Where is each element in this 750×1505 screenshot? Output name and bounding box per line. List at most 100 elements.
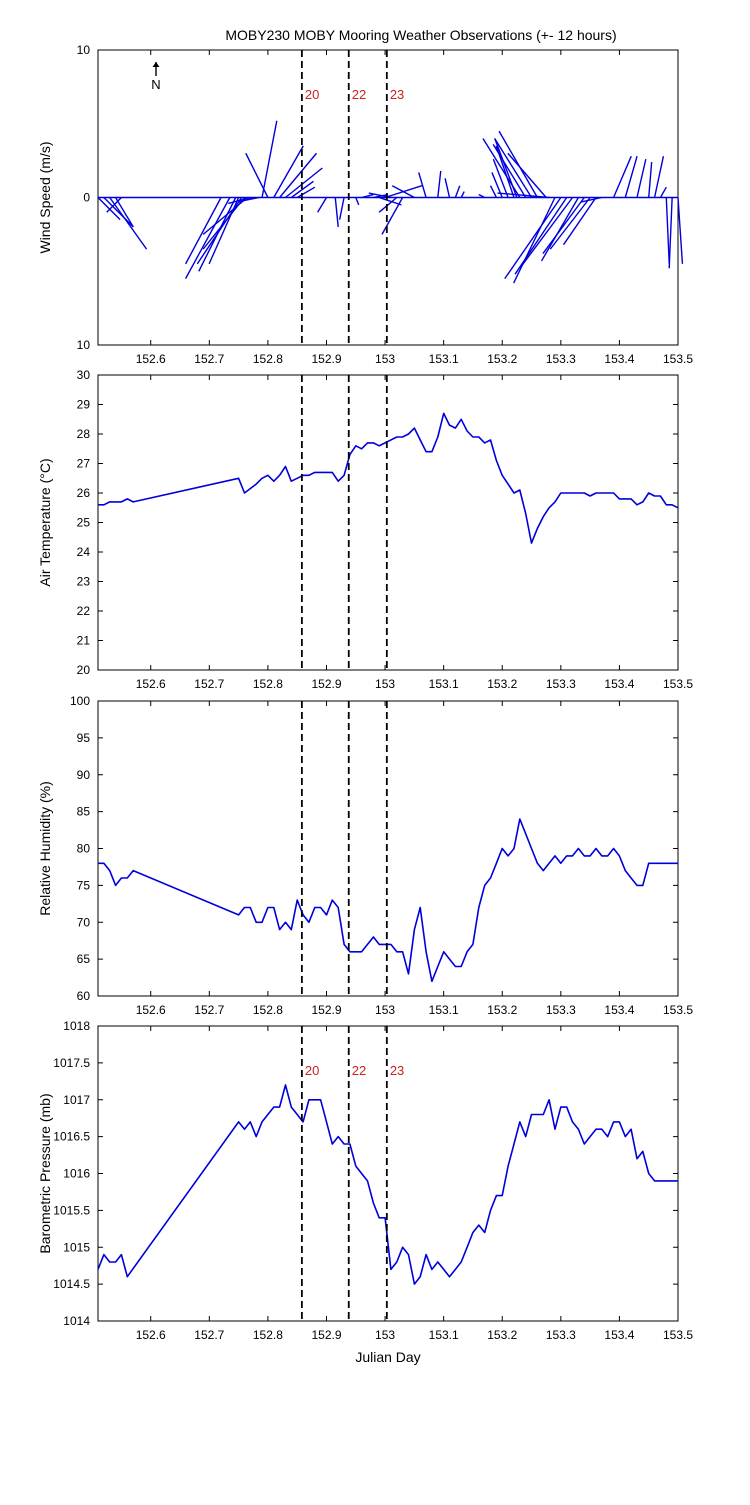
y-tick-label: 24 (77, 545, 91, 559)
wind-vector (624, 156, 638, 198)
y-tick-label: 23 (77, 575, 91, 589)
y-tick-label: 27 (77, 457, 91, 471)
x-tick-label: 153.2 (487, 352, 517, 366)
x-tick-label: 153.5 (663, 1328, 693, 1342)
data-line (98, 412, 679, 544)
y-tick-label: 75 (77, 878, 91, 892)
y-tick-label: 20 (77, 663, 91, 677)
wind-vector (228, 196, 251, 205)
wind-vector (504, 197, 562, 280)
wind-vector (296, 186, 316, 199)
chart-panel-4: 152.6 152.7 152.8 152.9 153 153.1 153.2 153.3 15… (37, 1019, 693, 1342)
wind-vector (636, 158, 647, 198)
chart-panel-3: 152.6 152.7 152.8 152.9 153 153.1 153.2 153.3 15… (37, 694, 693, 1017)
wind-vector (482, 138, 521, 198)
x-tick-label: 153.2 (487, 1328, 517, 1342)
wind-vector (103, 197, 134, 228)
wind-vector (245, 152, 269, 198)
wind-vector (513, 197, 556, 284)
y-tick-label: 1015.5 (53, 1203, 90, 1217)
wind-vector (261, 120, 278, 198)
y-tick-label: 25 (77, 516, 91, 530)
x-tick-label: 152.6 (136, 677, 166, 691)
wind-vector (279, 152, 318, 198)
wind-vector (355, 197, 360, 206)
wind-vector (677, 197, 684, 264)
wind-vector (497, 192, 550, 199)
y-axis-label: Relative Humidity (%) (37, 781, 53, 916)
x-tick-label: 152.9 (311, 1328, 341, 1342)
y-tick-label: 85 (77, 805, 91, 819)
y-tick-label: 22 (77, 604, 91, 618)
wind-vector (444, 178, 451, 198)
wind-vector (391, 185, 415, 199)
x-tick-label: 153.3 (546, 352, 576, 366)
x-tick-label: 152.8 (253, 1003, 283, 1017)
wind-vector (492, 144, 527, 198)
wind-vector (494, 138, 533, 198)
x-tick-label: 152.6 (136, 1003, 166, 1017)
y-tick-label: 80 (77, 842, 91, 856)
wind-vector (378, 196, 402, 206)
x-tick-label: 153.4 (604, 352, 634, 366)
wind-vector (454, 185, 461, 198)
x-tick-label: 152.8 (253, 352, 283, 366)
wind-vector (581, 196, 602, 203)
x-tick-label: 153.1 (429, 1003, 459, 1017)
x-tick-label: 153.4 (604, 677, 634, 691)
y-tick-label: 90 (77, 768, 91, 782)
figure-title: MOBY230 MOBY Mooring Weather Observation… (225, 27, 616, 43)
x-axis-label: Julian Day (355, 1349, 420, 1365)
y-tick-label: 30 (77, 368, 91, 382)
y-tick-label: 1014 (63, 1314, 90, 1328)
wind-vector (648, 162, 653, 198)
wind-vector (381, 197, 404, 235)
wind-vector (273, 145, 304, 198)
wind-vector (185, 197, 222, 265)
y-tick-label: 10 (77, 43, 91, 57)
x-tick-label: 153.1 (429, 1328, 459, 1342)
x-tick-label: 152.7 (194, 1003, 224, 1017)
y-tick-label: 1016 (63, 1167, 90, 1181)
y-tick-label: 0 (83, 191, 90, 205)
plot-frame (97, 374, 679, 671)
wind-vector (542, 197, 585, 254)
plot-frame (97, 700, 679, 997)
wind-vector (97, 197, 121, 221)
wind-vector (665, 197, 670, 264)
north-label: N (151, 77, 160, 92)
wind-vector (244, 196, 260, 202)
chart-panel-1: 152.6 152.7 152.8 152.9 153 153.1 153.2 153.3 15… (37, 43, 693, 366)
wind-vector (549, 197, 591, 250)
x-tick-label: 153.5 (663, 352, 693, 366)
wind-vector (109, 197, 148, 250)
wind-vector (653, 156, 665, 198)
chart-panel-2: 152.6 152.7 152.8 152.9 153 153.1 153.2 153.3 15… (37, 368, 693, 691)
y-tick-label: 100 (70, 694, 90, 708)
wind-vector (114, 197, 134, 228)
y-axis-label: Air Temperature (°C) (37, 458, 53, 586)
wind-vector (437, 170, 442, 198)
wind-vector (338, 197, 345, 220)
wind-vector (612, 155, 632, 198)
x-tick-label: 153.2 (487, 677, 517, 691)
wind-vector (418, 172, 427, 198)
x-tick-label: 152.9 (311, 677, 341, 691)
y-tick-label: 21 (77, 634, 91, 648)
plot-frame (97, 1025, 679, 1322)
y-tick-label: 10 (77, 338, 91, 352)
x-tick-label: 153.2 (487, 1003, 517, 1017)
event-label: 23 (390, 1063, 404, 1078)
x-tick-label: 152.7 (194, 677, 224, 691)
wind-vector (507, 152, 547, 198)
wind-vector (378, 196, 398, 213)
x-tick-label: 153.5 (663, 677, 693, 691)
wind-vector (334, 197, 339, 228)
y-tick-label: 28 (77, 427, 91, 441)
y-tick-label: 65 (77, 952, 91, 966)
y-tick-label: 29 (77, 398, 91, 412)
wind-vector (540, 197, 580, 262)
north-arrowhead-icon (152, 62, 160, 67)
x-tick-label: 152.7 (194, 1328, 224, 1342)
